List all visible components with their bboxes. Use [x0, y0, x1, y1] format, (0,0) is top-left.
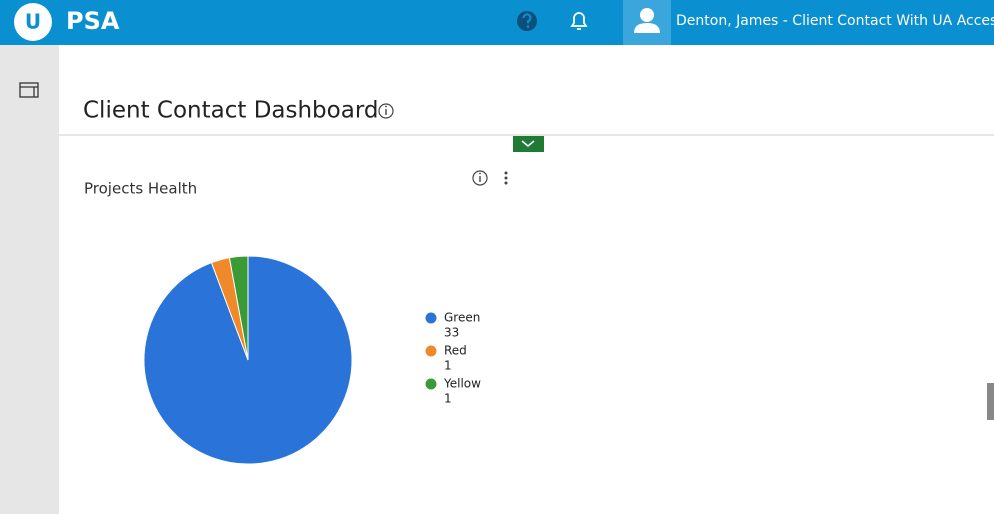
legend-swatch — [425, 345, 437, 357]
avatar-icon — [634, 8, 660, 33]
avatar-box[interactable] — [623, 0, 671, 45]
kebab-menu[interactable] — [504, 171, 508, 185]
legend-label: Red — [444, 344, 467, 358]
logo-badge[interactable] — [14, 3, 52, 41]
legend-swatch — [425, 378, 437, 390]
user-name[interactable]: Denton, James - Client Contact With UA A… — [676, 13, 994, 29]
collapse-button[interactable] — [513, 136, 544, 152]
legend-label: Yellow — [443, 377, 481, 391]
legend-swatch — [425, 312, 437, 324]
help-icon[interactable] — [517, 11, 537, 31]
chevron — [521, 140, 535, 148]
legend-label: Green — [444, 311, 480, 325]
side-tab[interactable] — [987, 383, 994, 420]
legend-value: 1 — [444, 359, 452, 373]
top-bar — [0, 0, 994, 45]
logo-letter: U — [25, 10, 41, 34]
pie-slice — [228, 255, 249, 361]
page-title: Client Contact Dashboard — [83, 98, 378, 124]
logo-text: PSA — [66, 7, 120, 35]
bell-icon[interactable] — [570, 12, 588, 30]
legend-value: 1 — [444, 392, 452, 406]
title-info-icon[interactable] — [378, 103, 394, 119]
card-title: Projects Health — [84, 180, 197, 198]
sidebar — [0, 45, 59, 514]
legend-value: 33 — [444, 326, 459, 340]
card-info-icon[interactable] — [472, 170, 488, 186]
sidebar-icon[interactable] — [19, 82, 39, 98]
